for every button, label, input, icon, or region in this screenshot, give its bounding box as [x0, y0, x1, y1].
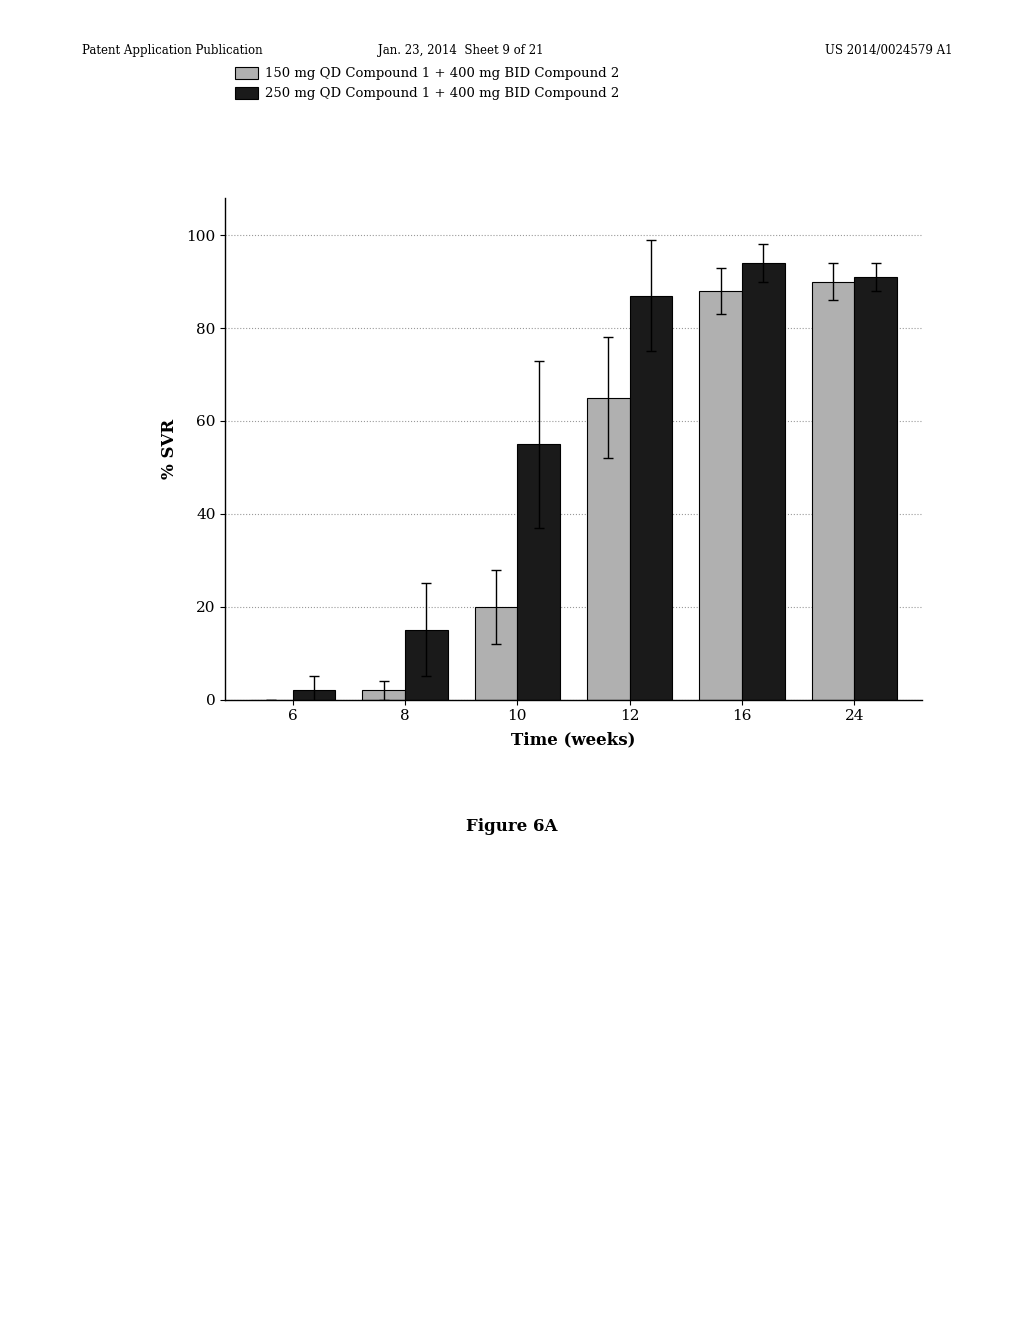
Bar — [293, 690, 335, 700]
Bar — [699, 290, 742, 700]
Bar — [854, 277, 897, 700]
Bar — [812, 281, 854, 700]
Text: US 2014/0024579 A1: US 2014/0024579 A1 — [824, 44, 952, 57]
Text: Jan. 23, 2014  Sheet 9 of 21: Jan. 23, 2014 Sheet 9 of 21 — [378, 44, 544, 57]
Bar — [517, 444, 560, 700]
Bar — [404, 630, 447, 700]
Bar — [362, 690, 404, 700]
Bar — [742, 263, 784, 700]
Text: Patent Application Publication: Patent Application Publication — [82, 44, 262, 57]
Bar — [474, 607, 517, 700]
X-axis label: Time (weeks): Time (weeks) — [511, 731, 636, 748]
Legend: 150 mg QD Compound 1 + 400 mg BID Compound 2, 250 mg QD Compound 1 + 400 mg BID : 150 mg QD Compound 1 + 400 mg BID Compou… — [231, 65, 622, 103]
Bar — [587, 397, 630, 700]
Y-axis label: % SVR: % SVR — [161, 418, 178, 479]
Bar — [630, 296, 673, 700]
Text: Figure 6A: Figure 6A — [466, 818, 558, 836]
